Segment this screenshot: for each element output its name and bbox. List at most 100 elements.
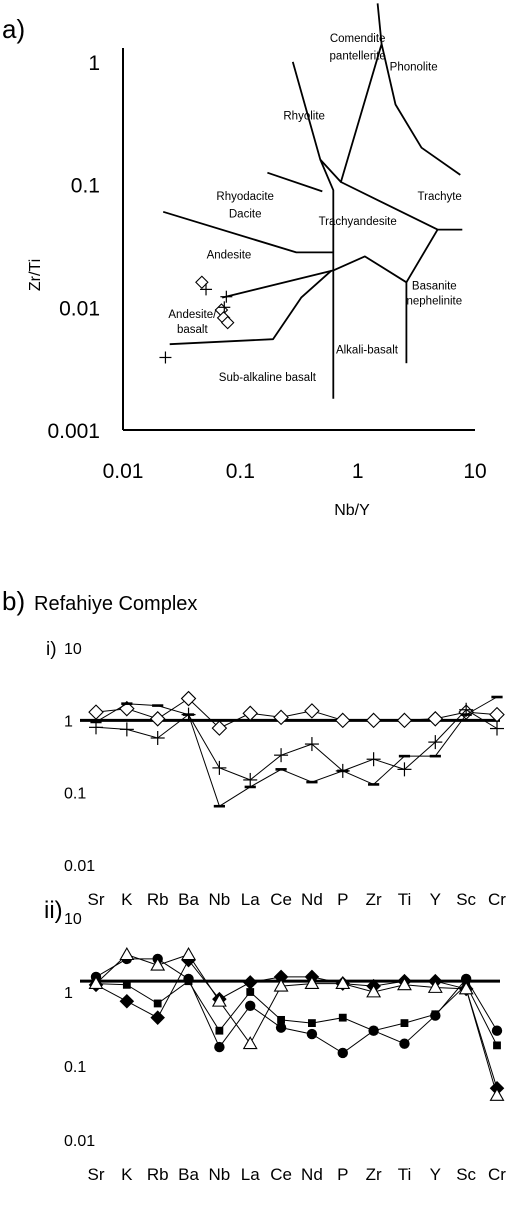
series-plus (89, 702, 504, 787)
marker-open-diamond (180, 690, 197, 707)
marker-filled-circle (306, 1028, 318, 1040)
category-label: Y (430, 1165, 441, 1184)
marker-open-triangle (397, 977, 412, 991)
series-open-diamond (88, 690, 505, 736)
marker-plus (366, 752, 381, 767)
marker-plus (243, 772, 258, 787)
subpanel-i-label: i) (46, 639, 57, 660)
field-label: Sub-alkaline basalt (219, 372, 317, 384)
y-tick-label: 0.1 (64, 1059, 86, 1076)
category-label: Cr (488, 890, 506, 909)
category-label: Sc (456, 1165, 476, 1184)
marker-open-triangle (119, 947, 135, 961)
y-tick-label: 0.01 (64, 858, 95, 875)
category-label: Ba (178, 890, 199, 909)
marker-open-diamond (195, 275, 209, 290)
category-label: Ba (178, 1165, 199, 1184)
marker-filled-circle (337, 1047, 348, 1059)
marker-plus (119, 722, 134, 737)
series-line (95, 709, 498, 781)
marker-open-triangle (88, 975, 104, 989)
diagram-axes (122, 47, 475, 431)
marker-open-diamond (396, 712, 413, 729)
marker-open-triangle (242, 1036, 258, 1050)
marker-open-diamond (365, 712, 382, 729)
field-label: Rhyodacite (216, 191, 274, 203)
category-label: Sr (88, 1165, 105, 1184)
marker-open-diamond (242, 705, 259, 722)
marker-plus (159, 351, 172, 364)
category-label: La (241, 1165, 260, 1184)
marker-open-triangle (335, 975, 351, 989)
marker-open-triangle (150, 957, 166, 971)
marker-filled-diamond (119, 993, 135, 1009)
x-tick-label: 1 (352, 460, 364, 483)
marker-open-diamond (304, 703, 320, 719)
marker-open-diamond (334, 712, 351, 729)
marker-filled-square (153, 999, 162, 1008)
x-tick-label: 10 (463, 460, 486, 483)
y-tick-label: 10 (64, 641, 82, 658)
field-labels: Comendite pantellerite Phonolite Rhyolite Tr… (168, 33, 462, 384)
spider-diagram-i: i) 0.01 0.1 1 10 Sr K Rb Ba Nb La Ce Nd P Zr Ti Y Sc Cr (46, 639, 506, 909)
x-tick-label: 0.01 (103, 460, 144, 483)
marker-filled-circle (214, 1041, 225, 1053)
field-boundary (221, 229, 439, 299)
marker-filled-circle (399, 1038, 410, 1049)
marker-open-diamond (211, 720, 228, 736)
series-line (95, 954, 498, 1096)
y-tick-label: 0.1 (64, 786, 86, 803)
y-tick-label: 0.01 (64, 1133, 95, 1150)
marker-filled-diamond (150, 1010, 165, 1025)
marker-filled-square (122, 980, 131, 989)
marker-filled-square (431, 1010, 440, 1019)
marker-open-triangle (458, 981, 474, 995)
field-boundary (267, 171, 323, 193)
y-tick-label: 0.01 (59, 297, 100, 320)
marker-open-diamond (220, 315, 235, 330)
marker-plus (397, 762, 412, 777)
marker-open-triangle (181, 947, 196, 961)
field-label: Basanite (412, 280, 457, 292)
marker-filled-circle (491, 1025, 503, 1036)
category-label: K (121, 1165, 133, 1184)
marker-filled-square (277, 1015, 285, 1024)
field-label: Rhyolite (283, 110, 325, 122)
field-boundaries (162, 3, 463, 399)
marker-filled-square (184, 977, 193, 986)
marker-filled-square (369, 1026, 378, 1035)
spider-diagram-ii: ii) 0.01 0.1 1 10 Sr K Rb Ba Nb La Ce Nd P Zr Ti Y Sc Cr (44, 897, 506, 1184)
marker-filled-circle (245, 1000, 256, 1012)
category-label: Ti (398, 1165, 412, 1184)
marker-filled-diamond (242, 975, 258, 990)
spider-i-series (88, 690, 505, 808)
field-boundary (162, 210, 334, 254)
y-tick-label: 10 (64, 911, 82, 928)
panel-b-title: Refahiye Complex (34, 593, 197, 615)
marker-open-diamond (273, 709, 289, 726)
field-boundary (319, 3, 383, 183)
field-boundary (169, 269, 333, 346)
y-tick-label: 1 (64, 985, 73, 1002)
marker-plus (220, 290, 233, 303)
marker-open-diamond (427, 711, 444, 727)
category-label: Ce (270, 1165, 292, 1184)
category-label: Y (430, 890, 441, 909)
marker-filled-square (400, 1019, 409, 1027)
marker-plus (274, 748, 289, 763)
marker-plus (212, 760, 227, 775)
category-label: Ti (398, 890, 412, 909)
y-tick-label: 1 (64, 713, 73, 730)
series-dash (90, 695, 503, 808)
category-label: Nb (209, 1165, 231, 1184)
category-label: Zr (366, 1165, 382, 1184)
category-label: P (337, 1165, 348, 1184)
category-label: Rb (147, 890, 169, 909)
category-label: La (241, 890, 260, 909)
category-label: Zr (366, 890, 382, 909)
field-label: Dacite (229, 208, 262, 220)
marker-open-triangle (304, 975, 320, 989)
marker-filled-square (338, 1013, 347, 1022)
